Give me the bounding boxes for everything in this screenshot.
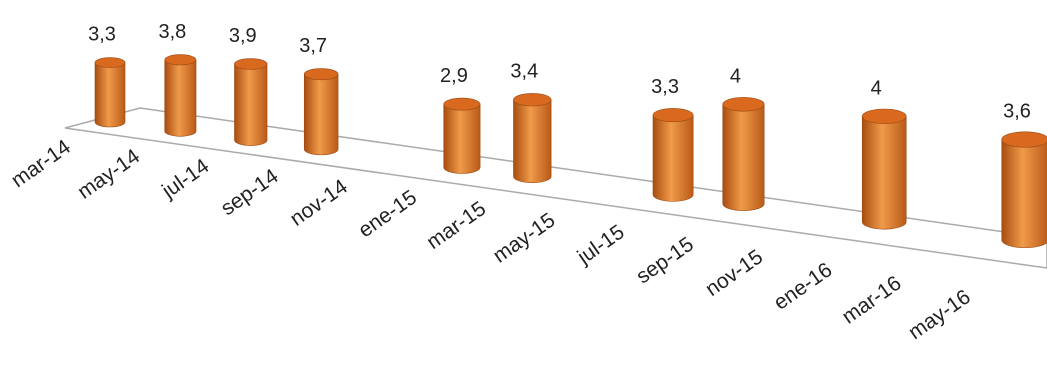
bar [94, 62, 126, 128]
data-label: 3,3 [651, 76, 679, 98]
x-tick-label: sep-15 [632, 233, 698, 289]
data-label: 4 [730, 65, 741, 87]
bar [652, 114, 694, 202]
x-tick-label: jul-14 [157, 154, 213, 203]
x-tick-label: may-14 [74, 144, 145, 203]
data-label: 2,9 [440, 65, 468, 87]
x-tick-label: sep-14 [217, 164, 283, 220]
bar-top [722, 97, 765, 112]
data-label: 3,9 [229, 25, 257, 47]
x-tick-label: mar-14 [7, 135, 75, 192]
bar [234, 63, 268, 146]
bar [303, 73, 339, 156]
bar [164, 59, 197, 137]
data-label: 4 [871, 77, 882, 99]
x-tick-label: mar-16 [838, 272, 906, 329]
bar [513, 99, 552, 183]
x-tick-label: nov-15 [701, 245, 767, 301]
x-tick-label: jul-15 [573, 220, 629, 269]
bar-top [1001, 131, 1047, 148]
x-tick-label: ene-15 [354, 186, 421, 242]
bar-top [513, 93, 552, 107]
x-tick-label: nov-14 [286, 175, 352, 231]
bar [722, 103, 765, 211]
x-tick-label: may-15 [489, 209, 560, 268]
bar-top [652, 108, 694, 123]
data-label: 3,7 [299, 35, 327, 57]
bar-top [861, 108, 907, 124]
bar-top [303, 68, 339, 81]
data-label: 3,6 [1003, 101, 1031, 123]
bar [861, 116, 907, 230]
data-label: 3,4 [510, 61, 538, 83]
bar-top [94, 57, 126, 68]
bar-top [234, 58, 268, 70]
x-tick-label: mar-15 [423, 197, 491, 254]
x-tick-label: may-16 [904, 285, 975, 344]
bar-top [164, 54, 197, 66]
bar-top [443, 97, 481, 111]
data-label: 3,3 [88, 24, 116, 46]
bar [443, 103, 481, 174]
bar [1001, 139, 1047, 249]
data-label: 3,8 [158, 21, 186, 43]
x-tick-label: ene-16 [770, 258, 837, 314]
